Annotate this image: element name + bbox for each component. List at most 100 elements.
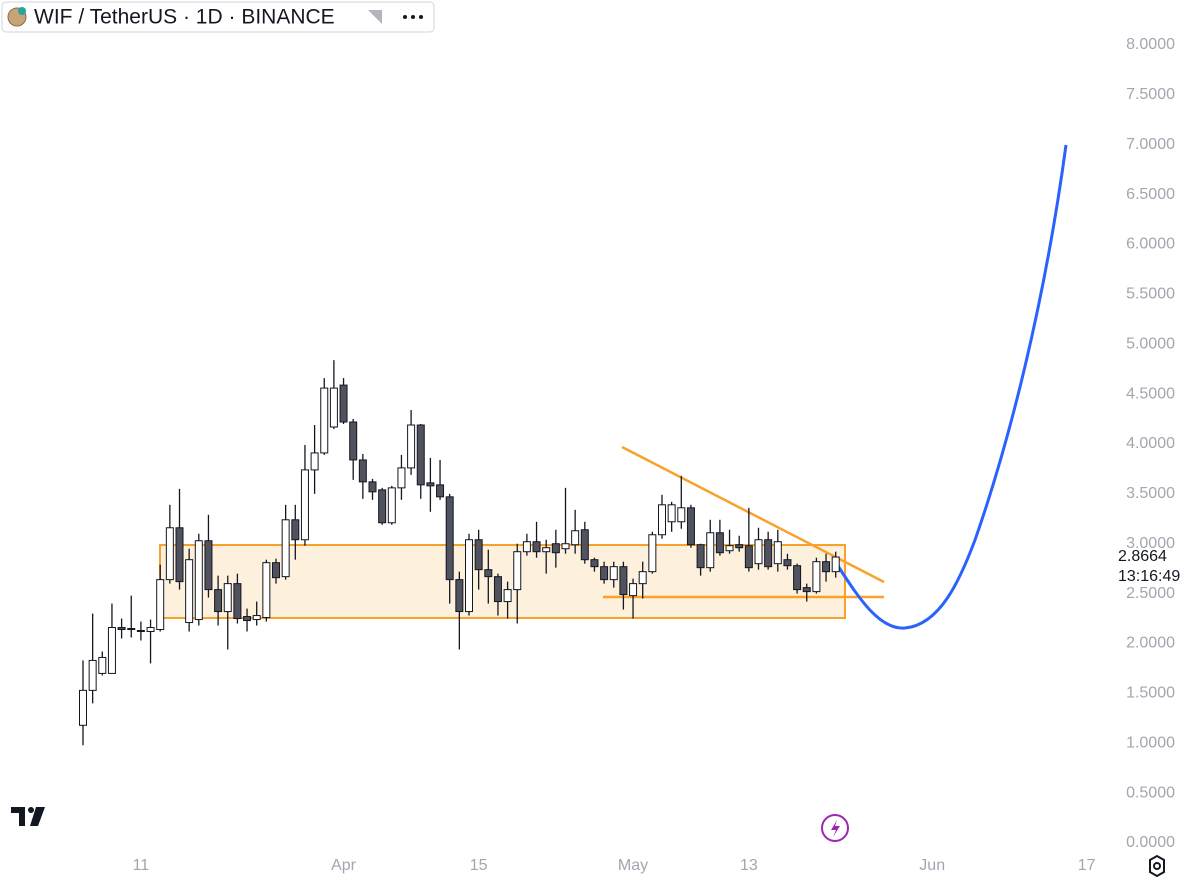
candle-body: [667, 504, 676, 523]
candle-body: [445, 496, 454, 581]
y-tick-label: 1.0000: [1126, 734, 1175, 751]
candle-body: [165, 527, 174, 581]
candle-body: [204, 540, 213, 591]
y-tick-label: 4.5000: [1126, 385, 1175, 402]
candle-body: [368, 481, 377, 493]
candle-body: [686, 507, 695, 546]
y-tick-label: 0.0000: [1126, 834, 1175, 851]
candle-body: [436, 484, 445, 498]
y-tick-label: 7.0000: [1126, 136, 1175, 153]
candle-body: [561, 543, 570, 550]
y-tick-label: 3.5000: [1126, 485, 1175, 502]
candle-body: [310, 452, 319, 471]
projection-curve: [836, 144, 1068, 630]
candle-body: [455, 579, 464, 613]
candle-body: [522, 541, 531, 553]
candle-body: [551, 543, 560, 554]
candle-body: [407, 424, 416, 469]
x-tick-label: 17: [1078, 857, 1096, 874]
candle-body: [532, 541, 541, 553]
candle-body: [802, 587, 811, 593]
candle-body: [513, 551, 522, 591]
y-tick-label: 0.5000: [1126, 784, 1175, 801]
candle-body: [600, 566, 609, 581]
candle-body: [735, 544, 744, 549]
candle-body: [706, 532, 715, 569]
y-tick-label: 2.5000: [1126, 585, 1175, 602]
x-tick-label: 11: [133, 857, 150, 874]
candle-body: [590, 559, 599, 568]
range-box: [159, 544, 846, 619]
candle-body: [223, 583, 232, 613]
candle-body: [233, 583, 242, 620]
candle-body: [107, 627, 116, 674]
candle-body: [503, 589, 512, 603]
candle-body: [754, 539, 763, 565]
candle-body: [194, 540, 203, 621]
candle-body: [339, 384, 348, 423]
flag-icon[interactable]: [368, 10, 382, 24]
candle-body: [127, 628, 136, 631]
y-tick-label: 6.0000: [1126, 236, 1175, 253]
candle-body: [416, 424, 425, 486]
candle-body: [262, 562, 271, 619]
y-tick-label: 7.5000: [1126, 86, 1175, 103]
x-tick-label: 13: [740, 857, 758, 874]
candle-body: [764, 539, 773, 568]
chart-title: WIF / TetherUS · 1D · BINANCE: [34, 6, 335, 29]
trend-line: [621, 445, 885, 584]
candle-body: [638, 571, 647, 585]
y-tick-label: 4.0000: [1126, 435, 1175, 452]
candles: [79, 360, 840, 746]
settings-icon[interactable]: [1149, 854, 1165, 878]
y-tick-label: 3.0000: [1126, 535, 1175, 552]
candle-body: [272, 562, 280, 579]
candle-body: [136, 630, 145, 633]
candle-body: [349, 421, 358, 461]
candle-body: [146, 627, 155, 633]
candle-body: [156, 579, 165, 631]
candle-body: [580, 529, 589, 561]
candle-body: [725, 545, 734, 552]
y-tick-label: 6.5000: [1126, 186, 1175, 203]
candle-body: [484, 569, 493, 578]
candle-body: [677, 507, 686, 523]
candle-body: [426, 482, 435, 487]
x-tick-label: May: [618, 857, 648, 874]
candle-body: [88, 659, 97, 691]
y-tick-label: 8.0000: [1126, 36, 1175, 53]
candle-body: [320, 387, 329, 454]
x-tick-label: Apr: [331, 857, 357, 874]
candle-body: [715, 532, 724, 554]
symbol-badge: [18, 7, 26, 15]
candle-body: [619, 566, 628, 596]
candle-body: [185, 559, 194, 624]
candle-body: [281, 519, 290, 578]
x-tick-label: Jun: [919, 857, 945, 874]
candle-body: [658, 504, 666, 536]
tv-logo[interactable]: [11, 807, 45, 826]
candle-body: [252, 615, 261, 621]
symbol-box[interactable]: [1, 1, 435, 33]
candle-body: [378, 489, 387, 524]
candle-body: [117, 627, 126, 631]
candle-body: [812, 561, 821, 593]
candle-body: [329, 387, 338, 428]
candle-body: [493, 576, 502, 603]
candle-body: [648, 534, 657, 573]
more-icon[interactable]: [403, 15, 423, 19]
x-tick-label: 15: [470, 857, 488, 874]
candle-body: [98, 656, 107, 674]
candle-body: [474, 539, 483, 571]
candle-body: [358, 459, 367, 483]
candle-body: [696, 544, 705, 569]
candle-body: [822, 561, 831, 573]
lightning-icon[interactable]: [821, 814, 849, 842]
y-tick-label: 2.0000: [1126, 635, 1175, 652]
countdown: 13:16:49: [1118, 568, 1180, 585]
candle-body: [773, 541, 782, 565]
y-tick-label: 1.5000: [1126, 685, 1175, 702]
candle-body: [793, 565, 802, 591]
